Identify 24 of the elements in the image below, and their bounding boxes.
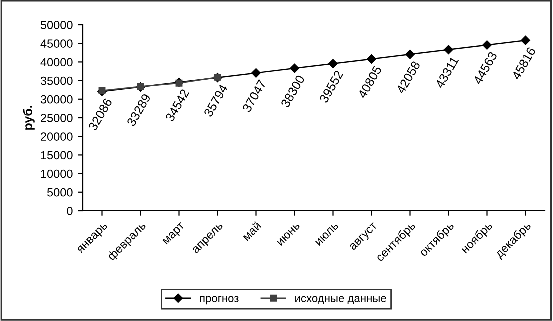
y-tick-label: 10000 <box>41 170 73 178</box>
y-tick-label: 35000 <box>40 76 73 86</box>
point <box>252 68 261 78</box>
legend-label: прогноз <box>200 296 239 305</box>
point <box>444 45 454 55</box>
y-tick-label: 30000 <box>40 95 73 104</box>
y-tick-label: 40000 <box>40 58 73 67</box>
y-tick-label: 45000 <box>40 40 73 48</box>
y-tick-label: 20000 <box>41 132 73 141</box>
y-axis-title: руб. <box>23 106 35 130</box>
y-tick-label: 25000 <box>41 114 73 122</box>
legend-label: исходные данные <box>296 296 386 304</box>
point <box>521 36 530 46</box>
y-tick-label: 50000 <box>40 21 73 30</box>
y-tick-label: 5000 <box>47 188 73 197</box>
x-tick-label: май <box>242 221 262 242</box>
y-tick-label: 0 <box>67 207 73 216</box>
point <box>98 87 106 94</box>
point <box>290 64 300 74</box>
y-tick-label: 15000 <box>41 151 73 160</box>
point <box>367 54 376 64</box>
point <box>406 50 415 60</box>
point <box>482 40 492 50</box>
point <box>328 59 338 68</box>
